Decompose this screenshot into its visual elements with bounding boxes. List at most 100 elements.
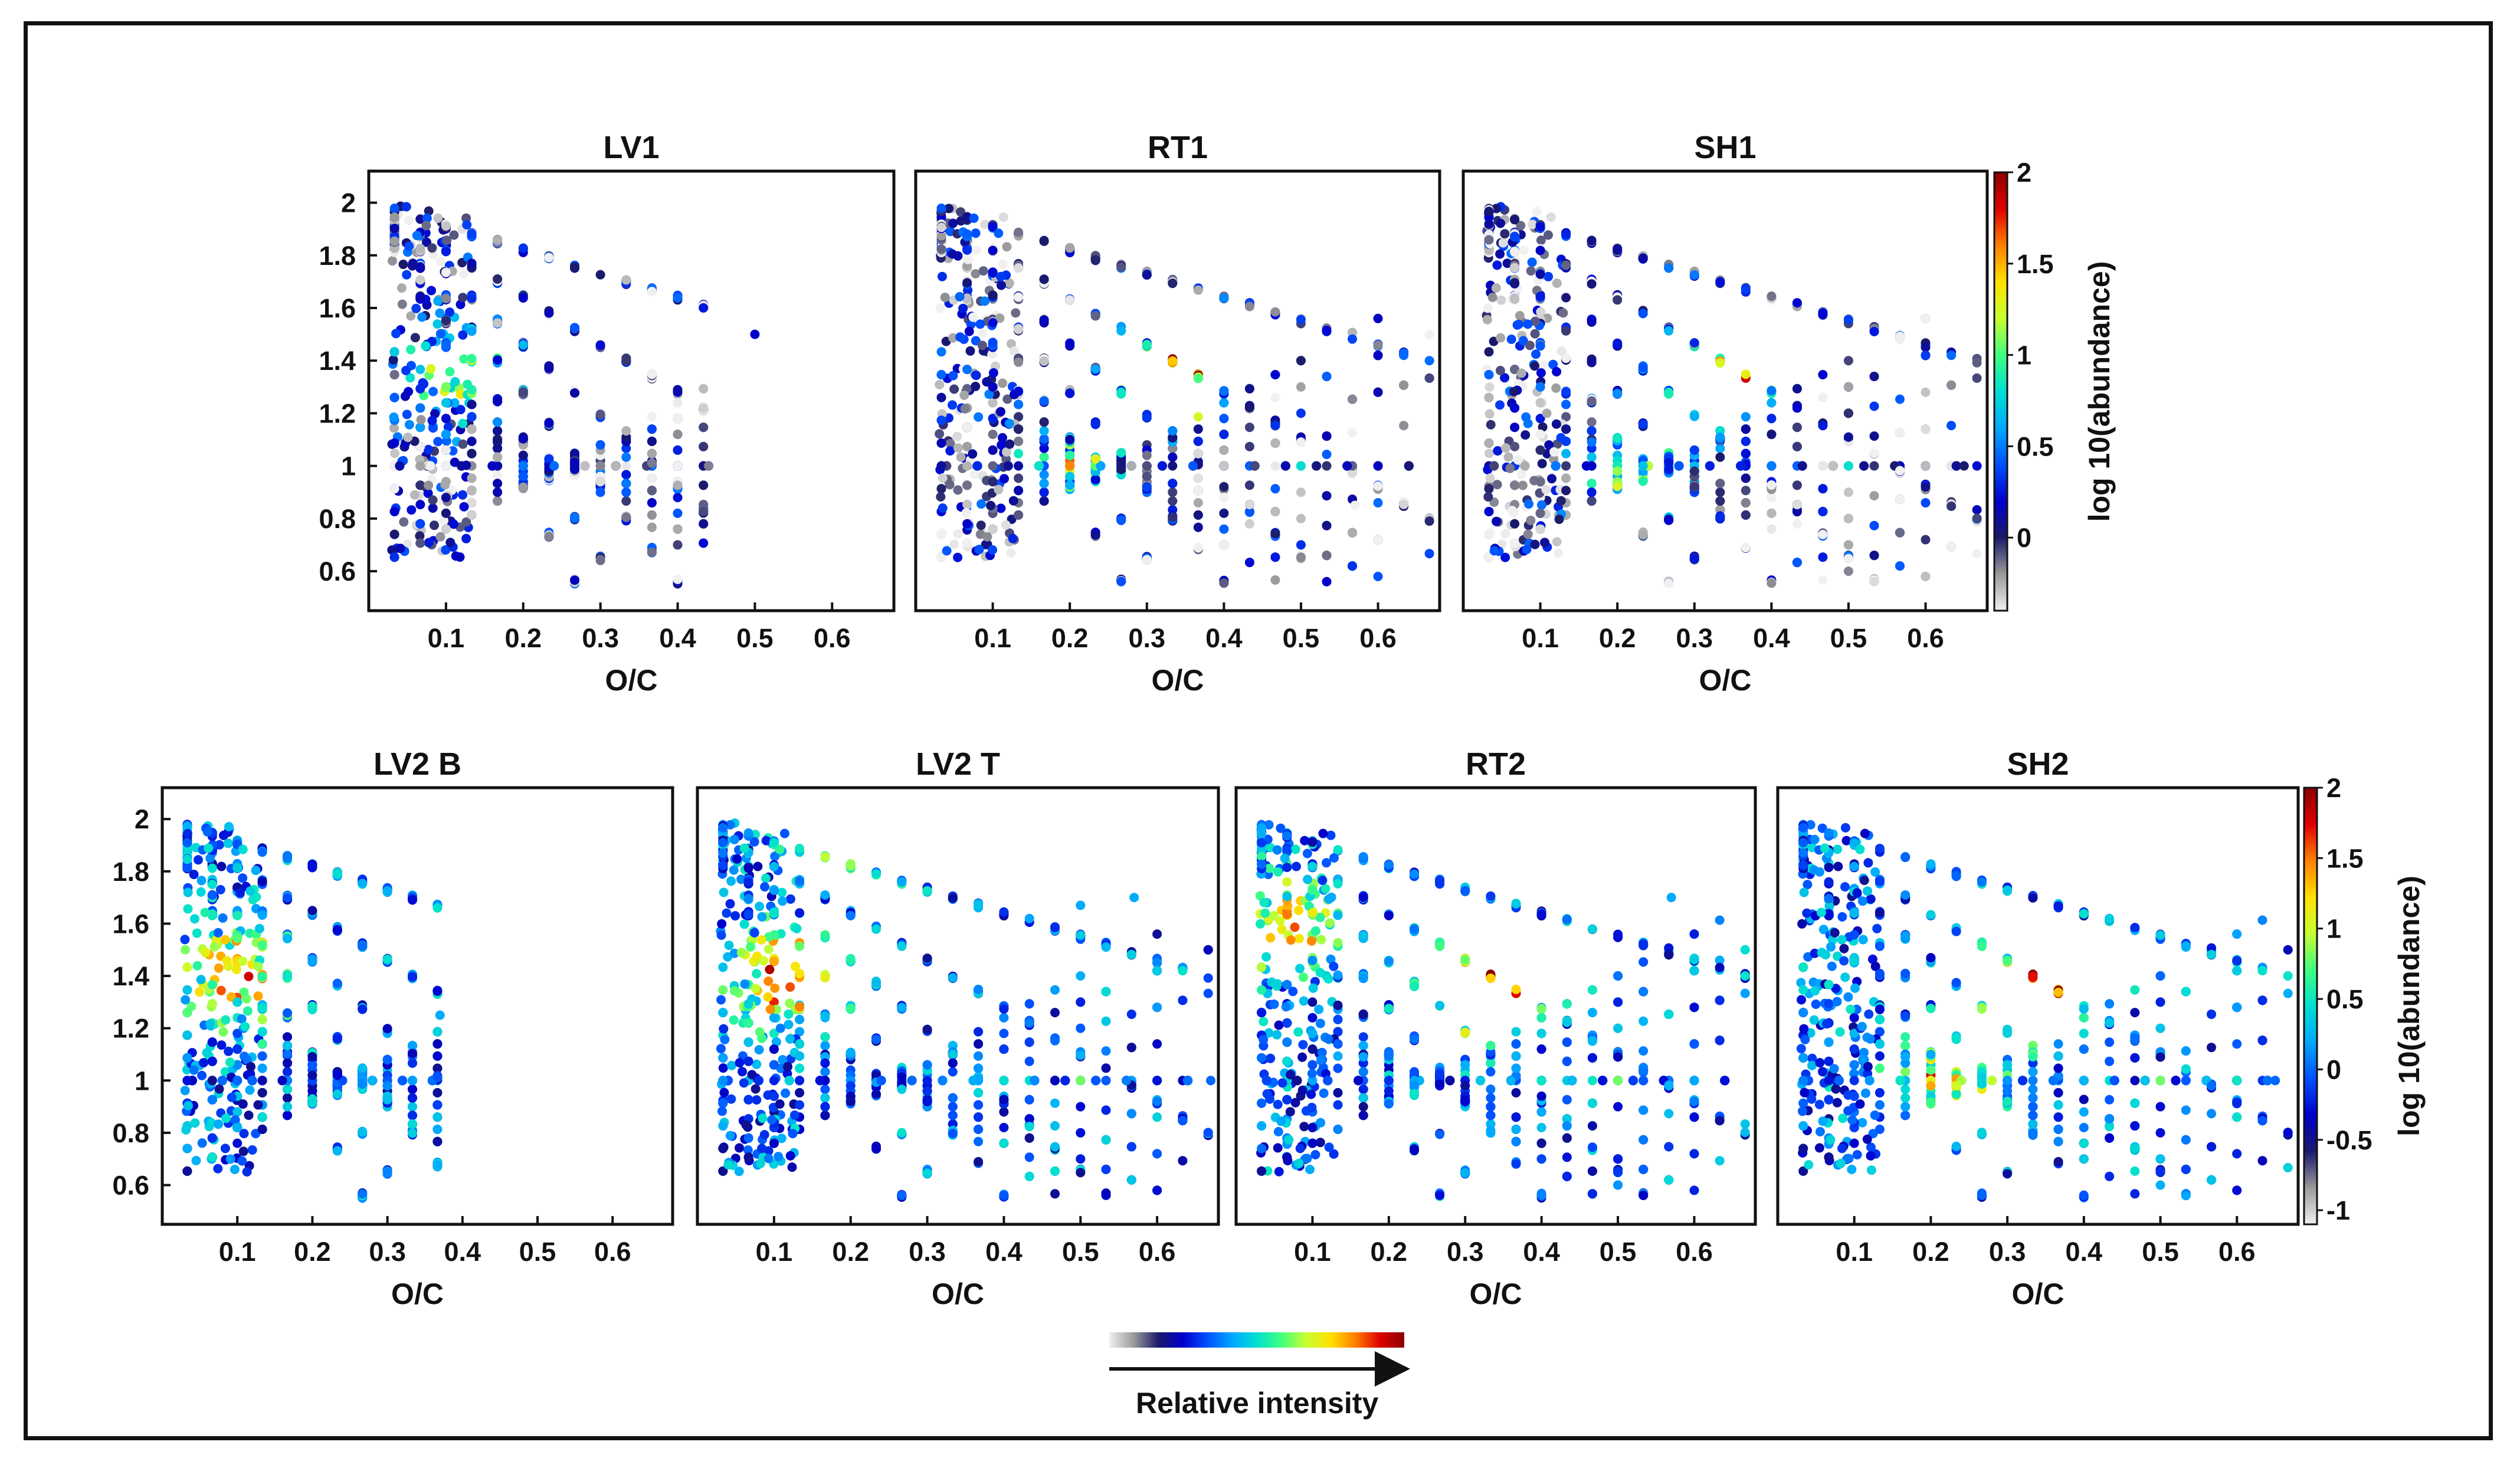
panel-title: RT1 [1148, 130, 1208, 165]
data-point [1510, 231, 1520, 241]
data-point [570, 323, 579, 333]
data-point [1715, 358, 1725, 368]
data-point [467, 473, 477, 483]
data-point [428, 386, 438, 397]
data-point [570, 575, 579, 585]
data-point [391, 329, 401, 339]
data-point [949, 539, 959, 549]
data-point [1521, 412, 1531, 422]
data-point [1715, 487, 1725, 497]
data-point [1818, 461, 1828, 471]
data-point [467, 229, 477, 239]
data-point [1505, 463, 1515, 473]
data-point [673, 398, 683, 408]
data-point [462, 220, 472, 230]
panel-title: LV2 B [373, 746, 461, 782]
data-point [1485, 448, 1494, 458]
data-point [1487, 293, 1497, 302]
data-point [1535, 341, 1545, 351]
data-point [1689, 270, 1699, 280]
data-point [1296, 382, 1306, 392]
data-point [988, 430, 998, 440]
data-point [448, 519, 458, 529]
data-point [935, 429, 945, 439]
x-tick-label: 0.4 [1205, 623, 1243, 653]
y-tick-label: 0.8 [319, 504, 356, 534]
data-point [1613, 295, 1623, 305]
data-point [1039, 274, 1049, 284]
data-point [647, 498, 657, 508]
data-point [1219, 524, 1229, 534]
data-point [988, 317, 998, 327]
data-point [1843, 356, 1853, 366]
data-point [441, 508, 451, 518]
data-point [988, 382, 998, 392]
x-tick-label: 0.3 [1676, 623, 1713, 653]
data-point [699, 384, 709, 394]
data-point [962, 422, 972, 432]
data-point [647, 369, 657, 379]
data-point [1296, 552, 1306, 562]
data-point [987, 349, 997, 359]
x-tick-label: 0.2 [504, 623, 542, 653]
data-point [1767, 524, 1777, 534]
data-point [1535, 398, 1545, 408]
data-point [1510, 538, 1520, 548]
data-point [1424, 329, 1434, 339]
data-point [1373, 535, 1383, 545]
data-point [1014, 461, 1024, 471]
data-point [1561, 437, 1571, 446]
data-point [938, 473, 948, 483]
data-point [988, 368, 998, 378]
data-point [467, 424, 477, 434]
data-point [997, 440, 1007, 450]
data-point [1689, 445, 1699, 455]
data-point [595, 440, 605, 450]
data-point [232, 1107, 243, 1117]
data-point [1373, 572, 1383, 581]
data-point [493, 426, 503, 436]
data-point [1193, 522, 1203, 532]
data-point [962, 278, 972, 288]
data-point [1342, 461, 1352, 471]
data-point [1530, 361, 1539, 371]
data-point [430, 520, 439, 530]
x-axis-label: O/C [1152, 664, 1204, 697]
data-point [1797, 461, 1807, 471]
data-point [232, 1138, 243, 1148]
data-point [214, 963, 224, 973]
data-point [1536, 235, 1546, 245]
data-point [964, 326, 974, 336]
data-point [1587, 479, 1597, 489]
data-point [190, 914, 199, 924]
data-point [1946, 380, 1957, 390]
data-point [1524, 499, 1534, 509]
data-point [936, 438, 946, 448]
data-point [1219, 508, 1229, 518]
data-point [1244, 441, 1254, 451]
data-point [1715, 479, 1725, 489]
data-point [1843, 540, 1853, 550]
data-point [1484, 507, 1494, 516]
x-tick-label: 0.3 [582, 623, 619, 653]
x-axis-label: O/C [605, 664, 658, 697]
data-point [493, 355, 503, 365]
data-point [422, 213, 432, 223]
x-tick-label: 0.1 [219, 1237, 256, 1267]
data-point [1219, 445, 1229, 455]
data-point [1492, 260, 1502, 270]
data-point [1921, 350, 1931, 361]
data-point [1638, 363, 1648, 373]
data-point [1715, 452, 1725, 462]
data-point [415, 531, 425, 541]
data-point [988, 461, 998, 471]
data-point [1090, 419, 1100, 429]
data-point [1142, 461, 1152, 471]
data-point [1244, 500, 1254, 510]
data-point [1116, 515, 1126, 525]
y-tick-label: 1.6 [112, 909, 149, 939]
data-point [1244, 402, 1254, 412]
y-tick-label: 2 [341, 188, 356, 218]
data-point [1193, 437, 1203, 446]
